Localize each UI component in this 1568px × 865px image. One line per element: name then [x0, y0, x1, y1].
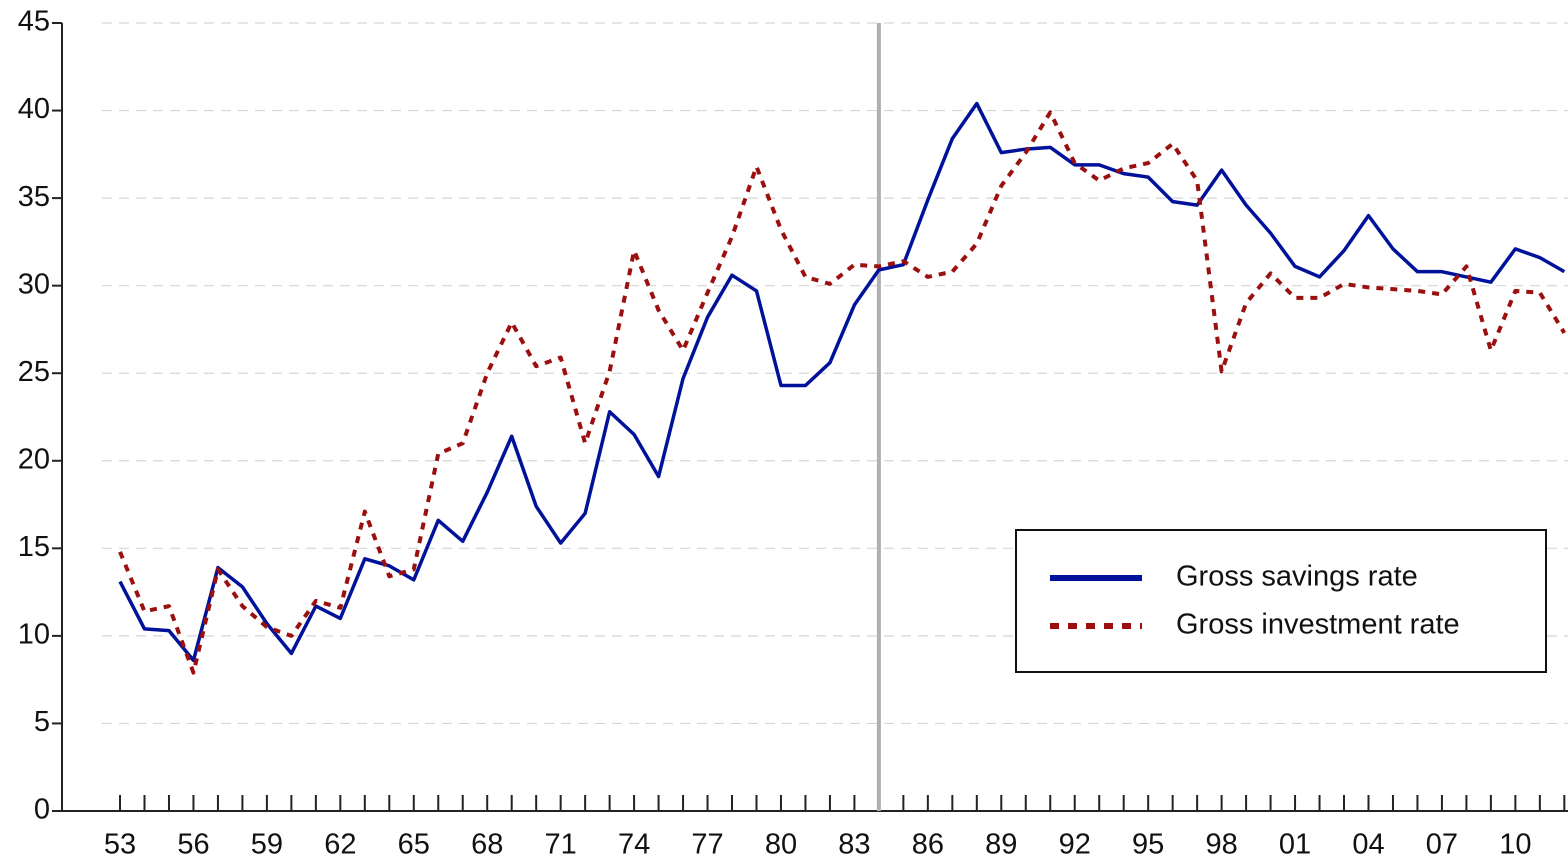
x-tick-label: 86	[912, 829, 944, 861]
legend-label: Gross savings rate	[1176, 561, 1418, 593]
y-tick-label: 20	[18, 443, 50, 475]
x-tick-label: 56	[177, 829, 209, 861]
x-tick-label: 10	[1499, 829, 1531, 861]
y-tick-label: 0	[34, 794, 50, 826]
y-tick-label: 5	[34, 706, 50, 738]
x-tick-label: 59	[251, 829, 283, 861]
x-tick-label: 74	[618, 829, 650, 861]
x-tick-label: 65	[398, 829, 430, 861]
y-tick-label: 25	[18, 356, 50, 388]
x-tick-label: 68	[471, 829, 503, 861]
x-tick-label: 62	[324, 829, 356, 861]
y-tick-label: 15	[18, 531, 50, 563]
y-tick-label: 40	[18, 93, 50, 125]
legend-box	[1015, 529, 1547, 673]
x-tick-label: 01	[1279, 829, 1311, 861]
x-tick-label: 77	[691, 829, 723, 861]
x-tick-label: 04	[1352, 829, 1384, 861]
x-tick-label: 80	[765, 829, 797, 861]
y-tick-label: 35	[18, 181, 50, 213]
x-tick-label: 95	[1132, 829, 1164, 861]
x-tick-label: 71	[545, 829, 577, 861]
x-tick-label: 83	[838, 829, 870, 861]
y-tick-label: 10	[18, 619, 50, 651]
y-tick-label: 45	[18, 6, 50, 38]
x-tick-label: 92	[1059, 829, 1091, 861]
y-tick-label: 30	[18, 268, 50, 300]
series-line	[118, 101, 1566, 663]
legend-label: Gross investment rate	[1176, 609, 1460, 641]
series-line	[118, 110, 1567, 675]
x-tick-label: 07	[1426, 829, 1458, 861]
x-tick-label: 98	[1205, 829, 1237, 861]
x-tick-label: 89	[985, 829, 1017, 861]
x-tick-label: 53	[104, 829, 136, 861]
